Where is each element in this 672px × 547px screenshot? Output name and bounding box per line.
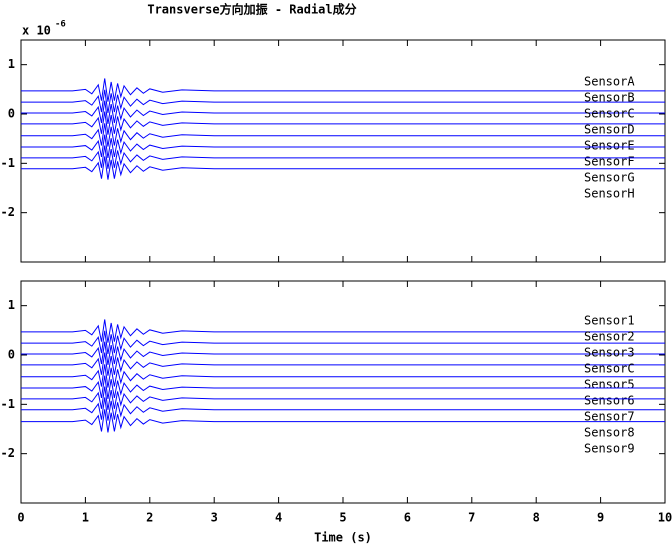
- plot-frame: [20, 280, 666, 504]
- y-tick-label: 0: [8, 107, 15, 121]
- trace-label: SensorD: [584, 123, 635, 137]
- trace-label: Sensor1: [584, 314, 635, 328]
- trace: [21, 156, 665, 180]
- trace: [21, 134, 665, 158]
- trace-label: Sensor6: [584, 394, 635, 408]
- y-multiplier: x 10: [22, 24, 51, 38]
- y-tick-label: -2: [1, 446, 15, 460]
- x-tick-label: 0: [17, 511, 24, 525]
- trace-label: Sensor2: [584, 330, 635, 344]
- y-tick-label: 1: [8, 57, 15, 71]
- trace: [21, 111, 665, 135]
- y-tick-label: -1: [1, 397, 15, 411]
- trace-label: SensorE: [584, 139, 635, 153]
- trace-label: Sensor9: [584, 442, 635, 456]
- x-tick-label: 4: [275, 511, 282, 525]
- trace: [21, 375, 665, 399]
- trace-label: Sensor3: [584, 346, 635, 360]
- trace: [21, 123, 665, 147]
- trace-label: SensorB: [584, 91, 635, 105]
- x-tick-label: 6: [404, 511, 411, 525]
- trace-label: SensorC: [584, 107, 635, 121]
- x-tick-label: 10: [658, 511, 672, 525]
- trace-label: Sensor5: [584, 378, 635, 392]
- trace: [21, 352, 665, 376]
- y-tick-label: 1: [8, 298, 15, 312]
- trace-label: Sensor7: [584, 410, 635, 424]
- x-tick-label: 9: [597, 511, 604, 525]
- trace: [21, 319, 665, 343]
- trace: [21, 409, 665, 433]
- x-tick-label: 1: [82, 511, 89, 525]
- plot-frame: [20, 39, 666, 263]
- trace-label: SensorC: [584, 362, 635, 376]
- x-tick-label: 8: [533, 511, 540, 525]
- trace: [21, 100, 665, 124]
- trace: [21, 145, 665, 169]
- trace: [21, 397, 665, 421]
- trace: [21, 330, 665, 355]
- trace-label: Sensor8: [584, 426, 635, 440]
- chart-title: Transverse方向加振 - Radial成分: [147, 2, 356, 17]
- trace-label: SensorG: [584, 171, 635, 185]
- x-tick-label: 7: [468, 511, 475, 525]
- x-tick-label: 2: [146, 511, 153, 525]
- y-multiplier-exponent: -6: [55, 20, 66, 30]
- trace-label: SensorF: [584, 155, 635, 169]
- y-tick-label: 0: [8, 348, 15, 362]
- y-tick-label: -1: [1, 156, 15, 170]
- trace-label: SensorH: [584, 187, 635, 201]
- x-axis-label: Time (s): [314, 531, 372, 545]
- trace: [21, 364, 665, 388]
- trace: [21, 341, 665, 365]
- trace: [21, 386, 665, 410]
- trace-label: SensorA: [584, 75, 635, 89]
- x-tick-label: 5: [339, 511, 346, 525]
- y-tick-label: -2: [1, 205, 15, 219]
- x-tick-label: 3: [211, 511, 218, 525]
- trace: [21, 89, 665, 114]
- trace: [21, 78, 665, 102]
